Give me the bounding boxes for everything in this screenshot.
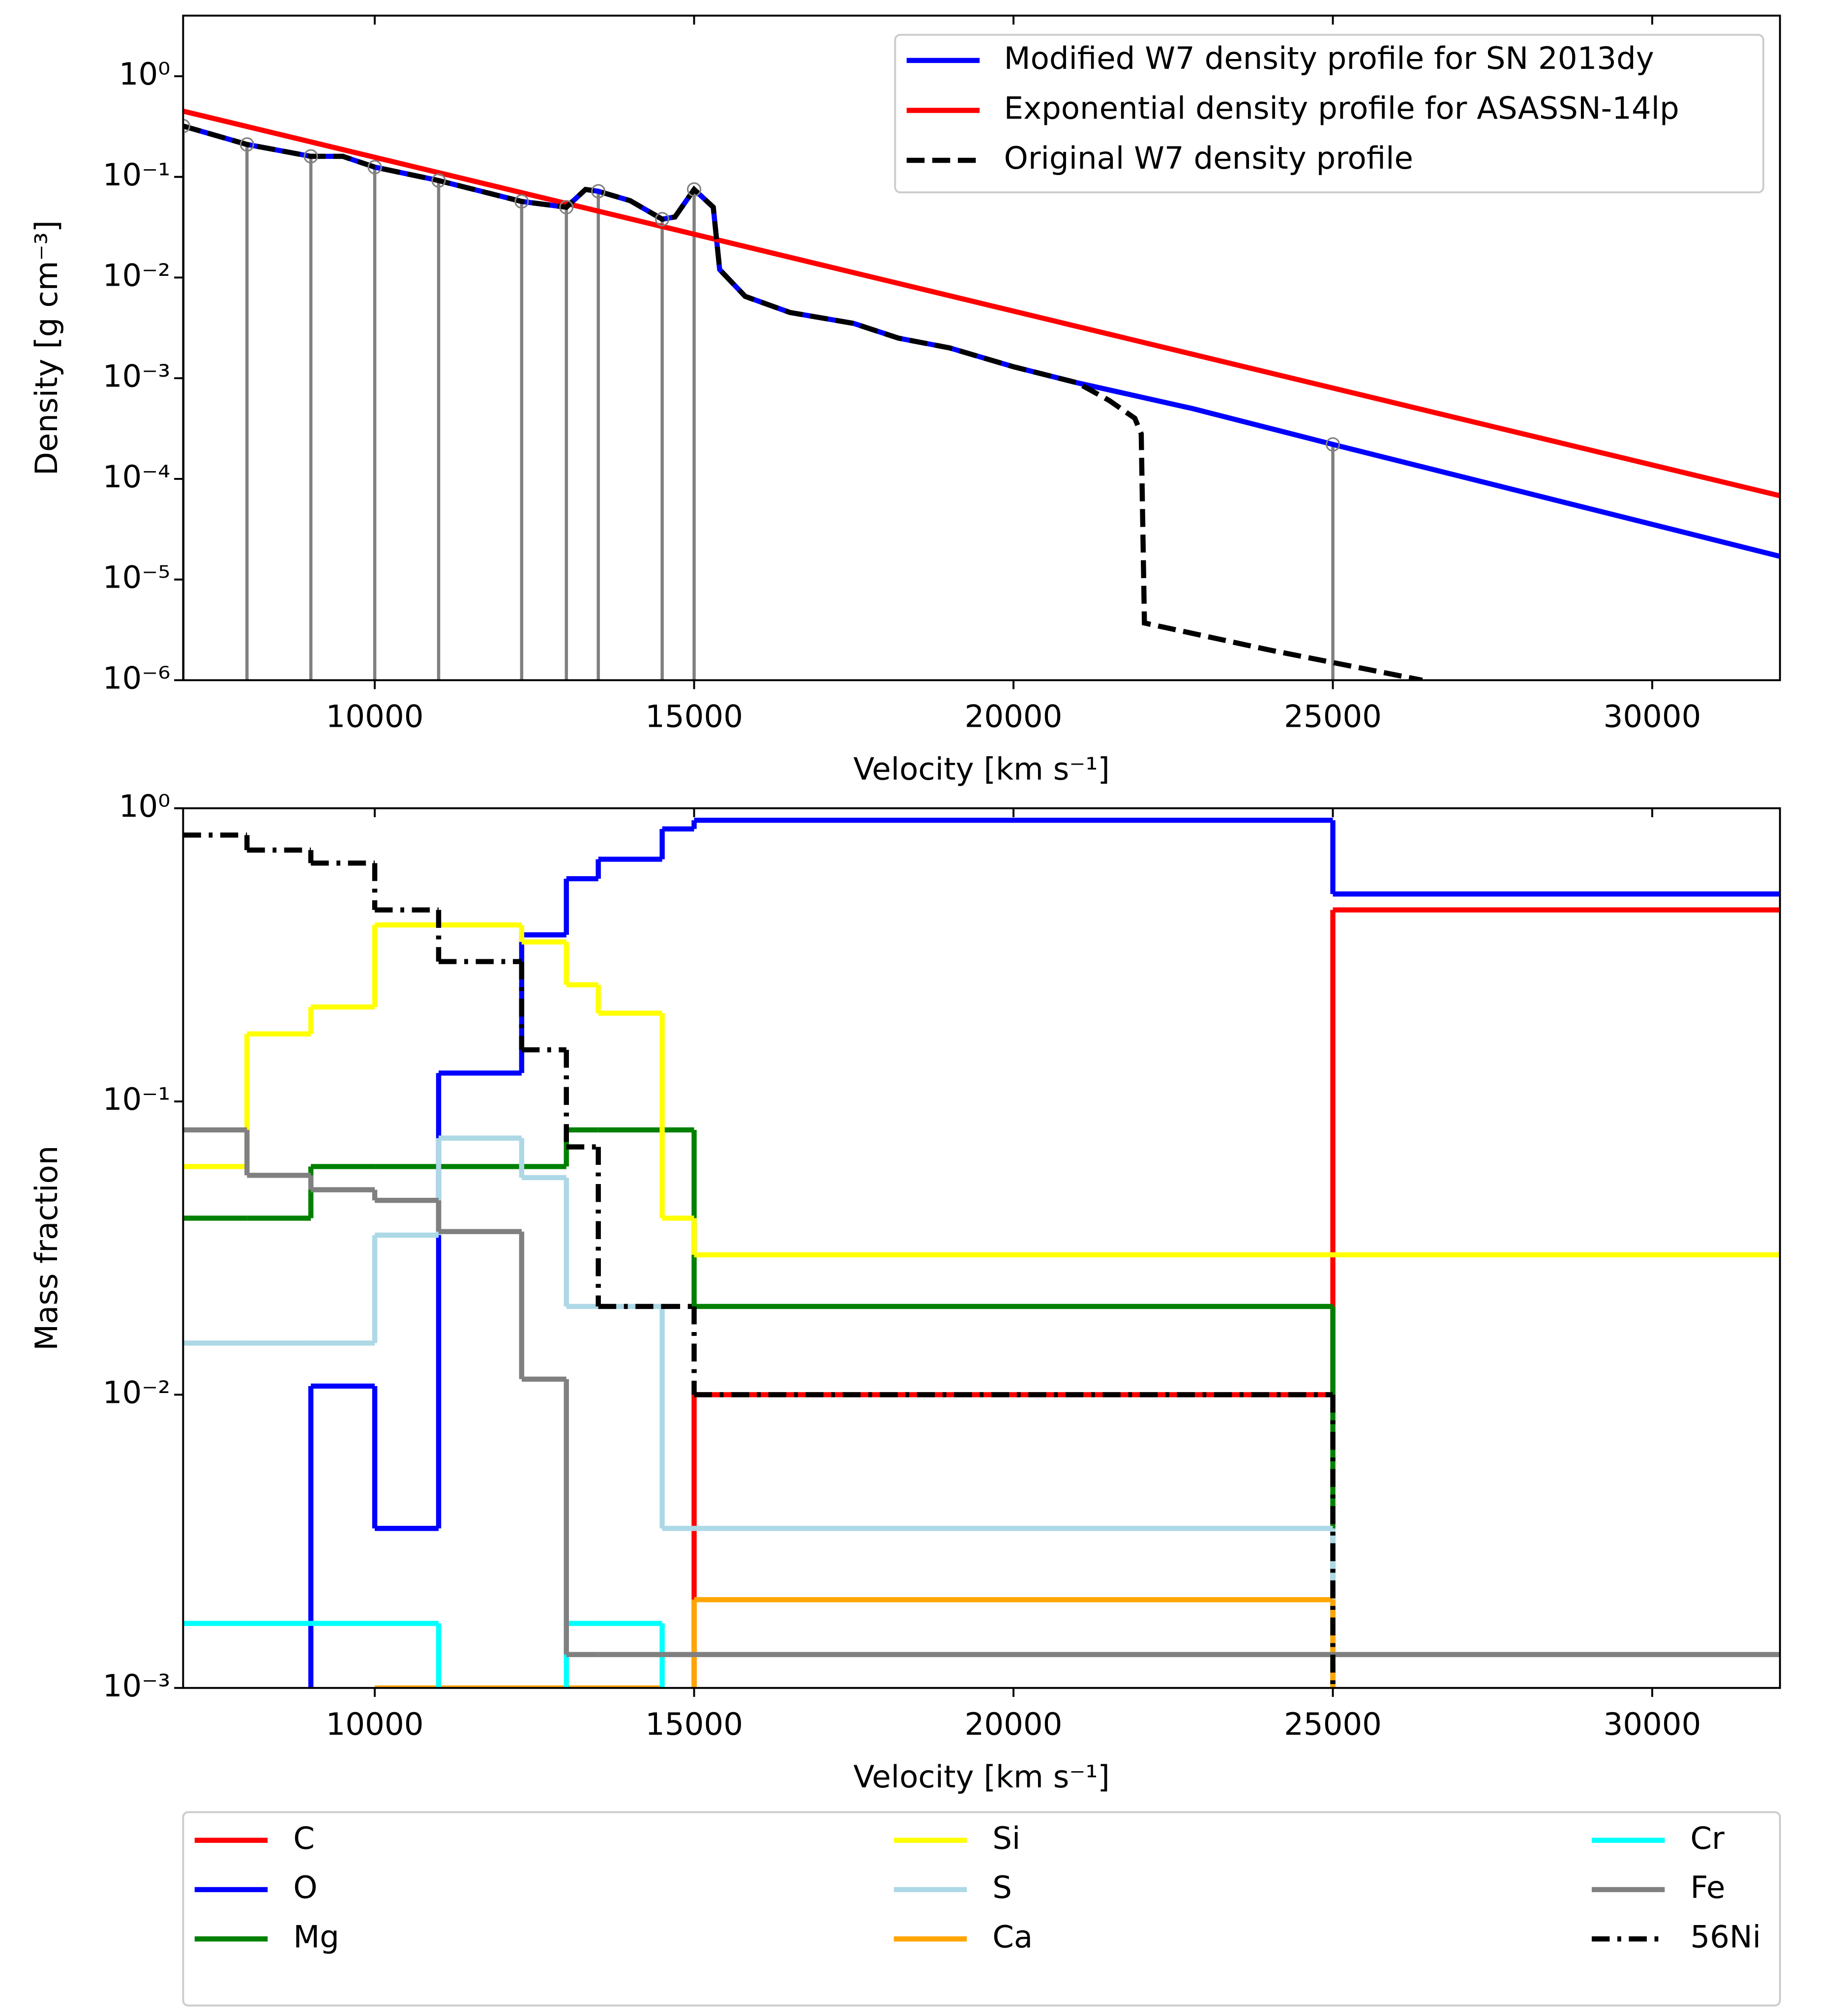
x-tick-label: 10000 <box>326 699 424 735</box>
stem-marker <box>1325 437 1340 452</box>
legend-label: S <box>992 1869 1012 1905</box>
y-tick-label: 10⁻² <box>103 258 171 294</box>
stem-marker <box>514 194 529 209</box>
legend-label: Exponential density profile for ASASSN-1… <box>1004 90 1679 126</box>
stem-marker <box>239 137 254 152</box>
axes-frame <box>182 807 1781 1689</box>
y-tick-label: 10⁰ <box>119 56 171 92</box>
x-axis-label: Velocity [km s⁻¹] <box>853 1759 1109 1795</box>
axes-frame <box>182 14 1781 682</box>
density-line <box>183 108 1780 499</box>
y-tick-label: 10⁻¹ <box>103 157 171 193</box>
x-tick-label: 15000 <box>645 1706 743 1742</box>
stem-marker <box>303 149 318 164</box>
y-tick-label: 10⁰ <box>119 788 171 824</box>
density-line <box>183 123 1423 681</box>
y-tick-label: 10⁻³ <box>103 1668 171 1704</box>
legend-label: 56Ni <box>1690 1919 1761 1955</box>
plot-area <box>183 817 1780 1688</box>
stem-marker <box>591 184 606 199</box>
legend-label: Original W7 density profile <box>1004 140 1413 176</box>
stem-marker <box>183 119 190 133</box>
legend-label: C <box>293 1820 315 1856</box>
stem-marker <box>686 182 702 197</box>
legend-label: O <box>293 1869 317 1905</box>
y-axis-label: Density [g cm⁻³] <box>29 220 64 475</box>
legend-frame <box>182 1811 1781 2007</box>
x-tick-label: 30000 <box>1604 699 1701 735</box>
legend-label: Mg <box>293 1919 339 1955</box>
y-tick-label: 10⁻⁶ <box>103 660 171 696</box>
stem-marker <box>655 212 670 227</box>
stem-marker <box>559 200 574 214</box>
y-axis-label: Mass fraction <box>29 1146 64 1351</box>
y-tick-label: 10⁻⁵ <box>103 560 171 595</box>
legend-label: Cr <box>1690 1820 1725 1856</box>
x-axis-label: Velocity [km s⁻¹] <box>853 751 1109 787</box>
x-tick-label: 30000 <box>1604 1706 1701 1742</box>
legend-frame <box>894 33 1764 194</box>
stem-marker <box>431 173 446 188</box>
x-tick-label: 25000 <box>1284 1706 1382 1742</box>
stem-marker <box>367 160 382 175</box>
y-tick-label: 10⁻¹ <box>103 1081 171 1117</box>
legend-label: Fe <box>1690 1869 1725 1905</box>
x-tick-label: 15000 <box>645 699 743 735</box>
x-tick-label: 20000 <box>965 1706 1063 1742</box>
legend-label: Ca <box>992 1919 1033 1955</box>
legend-label: Si <box>992 1820 1020 1856</box>
y-tick-label: 10⁻² <box>103 1375 171 1411</box>
x-tick-label: 20000 <box>965 699 1063 735</box>
x-tick-label: 25000 <box>1284 699 1382 735</box>
x-tick-label: 10000 <box>326 1706 424 1742</box>
plot-area <box>183 108 1780 681</box>
y-tick-label: 10⁻⁴ <box>103 459 171 495</box>
y-tick-label: 10⁻³ <box>103 358 171 394</box>
legend-label: Modified W7 density profile for SN 2013d… <box>1004 40 1654 76</box>
